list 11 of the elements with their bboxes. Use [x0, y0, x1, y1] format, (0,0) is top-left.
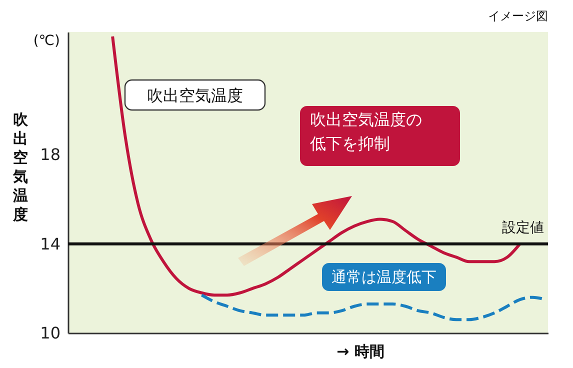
y-tick-label: 14	[40, 234, 60, 254]
y-axis-title: 吹出空気温度	[147, 86, 243, 105]
ref-line-label: 設定値	[502, 220, 544, 236]
y-tick-label: 10	[40, 324, 60, 342]
annotation: 通常は温度低下	[332, 268, 436, 286]
text: (℃)	[33, 33, 60, 49]
y-tick-label: 18	[40, 145, 60, 164]
text: イメージ図	[488, 9, 548, 23]
annotation: 吹出空気温度の低下を抑制	[310, 110, 422, 153]
x-axis-title: → 時間	[336, 342, 384, 360]
text: 吹出空気温度	[12, 110, 29, 224]
